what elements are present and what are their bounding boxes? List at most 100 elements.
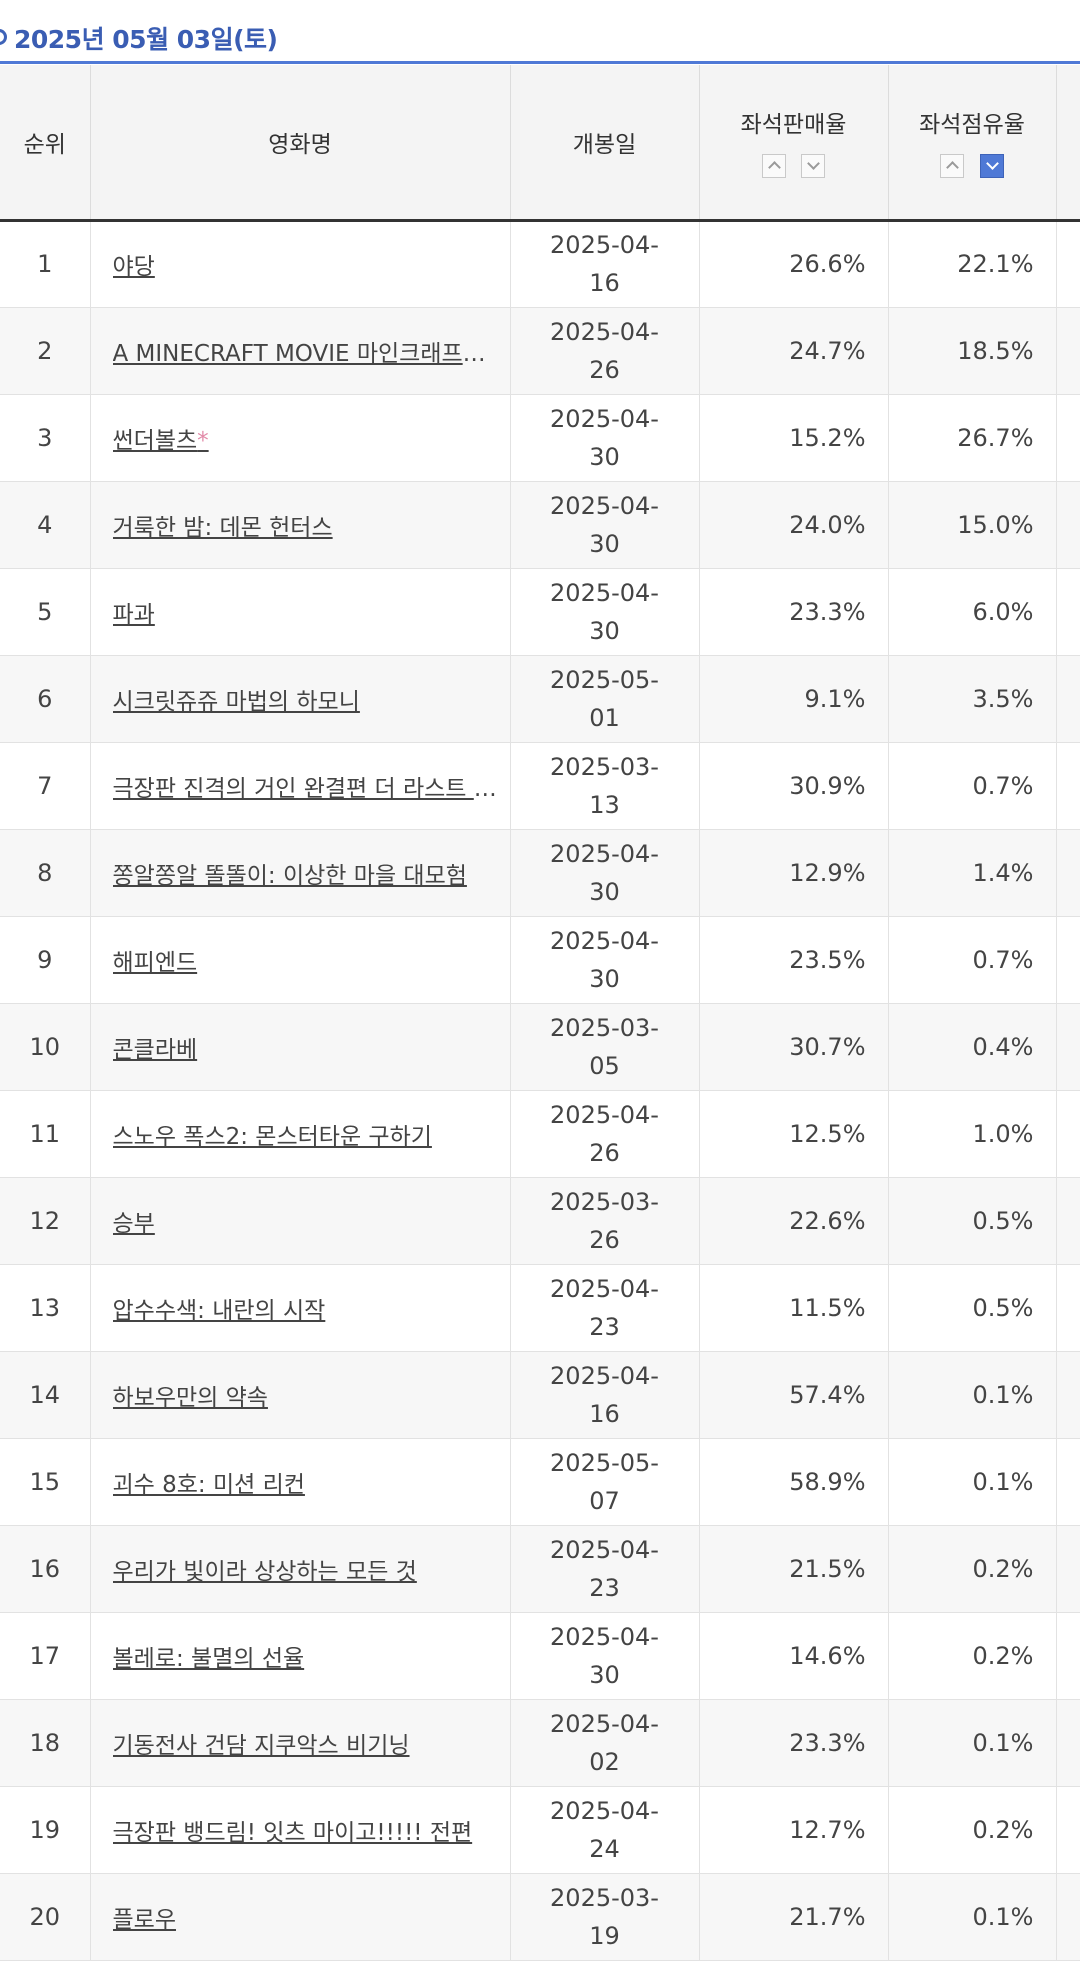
- table-row: 17 볼레로: 불멸의 선율 2025-04-30 14.6% 0.2%: [0, 1612, 1080, 1700]
- movie-title-link[interactable]: 승부: [113, 1204, 502, 1238]
- seat-sales-cell: 23.5%: [698, 916, 888, 1004]
- boxoffice-table: 순위 영화명 개봉일 좌석판매율 좌석점유율 1 야당 2025-04-16 26.6…: [0, 65, 1080, 1961]
- open-date-cell: 2025-04-30: [509, 394, 699, 482]
- rank-cell: 6: [0, 655, 90, 743]
- extra-cell: [1055, 394, 1080, 482]
- table-row: 14 하보우만의 약속 2025-04-16 57.4% 0.1%: [0, 1351, 1080, 1439]
- movie-title: 플로우: [112, 1906, 176, 1933]
- movie-title-link[interactable]: 거룩한 밤: 데몬 헌터스: [113, 508, 502, 542]
- movie-title: 볼레로: 불멸의 선율: [112, 1645, 305, 1672]
- movie-title: 우리가 빛이라 상상하는 모든 것: [112, 1558, 417, 1585]
- extra-cell: [1055, 1786, 1080, 1874]
- movie-title-link[interactable]: 시크릿쥬쥬 마법의 하모니: [113, 682, 502, 716]
- movie-title-link[interactable]: 괴수 8호: 미션 리컨: [113, 1465, 502, 1499]
- date-header: 2025년 05월 03일(토): [0, 0, 1080, 64]
- open-date-cell: 2025-03-05: [509, 1003, 699, 1091]
- movie-title-link[interactable]: 극장판 뱅드림! 잇츠 마이고!!!!! 전편: [113, 1813, 502, 1847]
- seat-share-cell: 0.2%: [887, 1786, 1056, 1874]
- rank-cell: 11: [0, 1090, 90, 1178]
- rank-cell: 7: [0, 742, 90, 830]
- rank-cell: 15: [0, 1438, 90, 1526]
- new-mark: *: [197, 427, 209, 454]
- sort-ascending-button[interactable]: [761, 154, 786, 179]
- table-row: 16 우리가 빛이라 상상하는 모든 것 2025-04-23 21.5% 0.2%: [0, 1525, 1080, 1613]
- seat-sales-cell: 24.0%: [698, 481, 888, 569]
- extra-cell: [1055, 1003, 1080, 1091]
- table-row: 1 야당 2025-04-16 26.6% 22.1%: [0, 220, 1080, 308]
- seat-sales-cell: 15.2%: [698, 394, 888, 482]
- seat-sales-cell: 23.3%: [698, 1699, 888, 1787]
- extra-cell: [1055, 1177, 1080, 1265]
- movie-title-link[interactable]: 우리가 빛이라 상상하는 모든 것: [113, 1552, 502, 1586]
- open-date-cell: 2025-04-30: [509, 481, 699, 569]
- movie-title-link[interactable]: 하보우만의 약속: [113, 1378, 502, 1412]
- seat-sales-cell: 57.4%: [698, 1351, 888, 1439]
- table-header-row: 순위 영화명 개봉일 좌석판매율 좌석점유율: [0, 65, 1080, 222]
- movie-title-link[interactable]: 파과: [113, 595, 502, 629]
- extra-cell: [1055, 307, 1080, 395]
- extra-cell: [1055, 568, 1080, 656]
- rank-cell: 3: [0, 394, 90, 482]
- seat-share-cell: 1.0%: [887, 1090, 1056, 1178]
- seat-sales-cell: 12.5%: [698, 1090, 888, 1178]
- open-date-cell: 2025-04-23: [509, 1264, 699, 1352]
- movie-title-link[interactable]: 썬더볼츠*: [113, 421, 502, 455]
- seat-sales-cell: 23.3%: [698, 568, 888, 656]
- seat-sales-cell: 58.9%: [698, 1438, 888, 1526]
- open-date-cell: 2025-03-19: [509, 1873, 699, 1961]
- sort-ascending-button[interactable]: [940, 154, 965, 179]
- movie-title-link[interactable]: 야당: [113, 247, 502, 281]
- movie-title: 하보우만의 약속: [112, 1384, 268, 1411]
- sort-descending-button[interactable]: [801, 154, 826, 179]
- movie-title-link[interactable]: 콘클라베: [113, 1030, 502, 1064]
- movie-title: 기동전사 건담 지쿠악스 비기닝: [112, 1732, 410, 1759]
- open-date-cell: 2025-04-24: [509, 1786, 699, 1874]
- movie-title: 쫑알쫑알 똘똘이: 이상한 마을 대모험: [112, 862, 467, 889]
- title-cell: 승부: [89, 1177, 510, 1265]
- extra-cell: [1055, 1438, 1080, 1526]
- rank-cell: 17: [0, 1612, 90, 1700]
- movie-title-link[interactable]: 극장판 진격의 거인 완결편 더 라스트 어택: [113, 769, 502, 803]
- title-cell: 볼레로: 불멸의 선율: [89, 1612, 510, 1700]
- seat-share-cell: 0.7%: [887, 742, 1056, 830]
- movie-title-link[interactable]: 압수수색: 내란의 시작: [113, 1291, 502, 1325]
- extra-cell: [1055, 1351, 1080, 1439]
- rank-cell: 14: [0, 1351, 90, 1439]
- movie-title-link[interactable]: 스노우 폭스2: 몬스터타운 구하기: [113, 1117, 502, 1151]
- seat-share-cell: 3.5%: [887, 655, 1056, 743]
- rank-cell: 5: [0, 568, 90, 656]
- movie-title-link[interactable]: 기동전사 건담 지쿠악스 비기닝: [113, 1726, 502, 1760]
- seat-share-cell: 26.7%: [887, 394, 1056, 482]
- movie-title-link[interactable]: 쫑알쫑알 똘똘이: 이상한 마을 대모험: [113, 856, 502, 890]
- seat-share-cell: 1.4%: [887, 829, 1056, 917]
- column-header-rank: 순위: [0, 65, 90, 222]
- movie-title-link[interactable]: A MINECRAFT MOVIE 마인크래프트 무비: [113, 334, 502, 368]
- movie-title: 콘클라베: [112, 1036, 198, 1063]
- seat-share-cell: 0.1%: [887, 1699, 1056, 1787]
- movie-title: 야당: [112, 254, 155, 280]
- rank-cell: 9: [0, 916, 90, 1004]
- seat-sales-cell: 21.7%: [698, 1873, 888, 1961]
- seat-sales-cell: 12.9%: [698, 829, 888, 917]
- extra-cell: [1055, 1873, 1080, 1961]
- movie-title-link[interactable]: 볼레로: 불멸의 선율: [113, 1639, 502, 1673]
- title-cell: 시크릿쥬쥬 마법의 하모니: [89, 655, 510, 743]
- movie-title-link[interactable]: 해피엔드: [113, 943, 502, 977]
- rank-cell: 20: [0, 1873, 90, 1961]
- table-row: 13 압수수색: 내란의 시작 2025-04-23 11.5% 0.5%: [0, 1264, 1080, 1352]
- sort-descending-button-active[interactable]: [979, 154, 1004, 179]
- open-date-cell: 2025-04-16: [509, 1351, 699, 1439]
- extra-cell: [1055, 220, 1080, 308]
- title-cell: 하보우만의 약속: [89, 1351, 510, 1439]
- open-date-cell: 2025-04-26: [509, 307, 699, 395]
- movie-title: 시크릿쥬쥬 마법의 하모니: [112, 688, 360, 715]
- movie-title-link[interactable]: 플로우: [113, 1900, 502, 1934]
- title-cell: 괴수 8호: 미션 리컨: [89, 1438, 510, 1526]
- table-row: 4 거룩한 밤: 데몬 헌터스 2025-04-30 24.0% 15.0%: [0, 481, 1080, 569]
- rank-cell: 13: [0, 1264, 90, 1352]
- seat-share-cell: 18.5%: [887, 307, 1056, 395]
- rank-cell: 1: [0, 220, 90, 308]
- movie-title: 파과: [112, 601, 155, 628]
- column-header-extra: [1055, 65, 1080, 222]
- seat-sales-cell: 14.6%: [698, 1612, 888, 1700]
